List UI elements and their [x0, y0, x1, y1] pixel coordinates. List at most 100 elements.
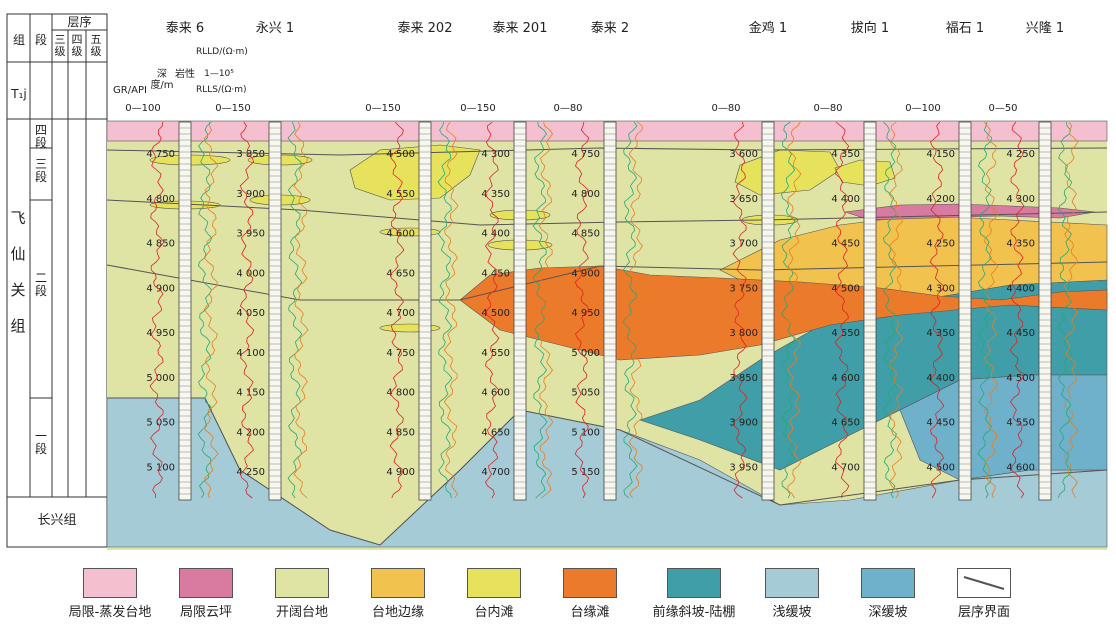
log-curve [929, 121, 945, 499]
depth-label: 4 700 [386, 308, 415, 319]
header-group: 组 [12, 33, 25, 47]
depth-label: 5 000 [146, 373, 175, 384]
well-gr-range: 0—150 [215, 103, 251, 114]
legend-swatch-boundary [957, 568, 1011, 598]
depth-label: 4 800 [386, 388, 415, 399]
platform-margin-shoal-zone [459, 265, 1108, 361]
legend-label: 层序界面 [957, 605, 1010, 620]
depth-label: 4 300 [926, 283, 955, 294]
log-curve [239, 121, 255, 499]
lithology-column [1038, 121, 1052, 501]
lithology-column [178, 121, 192, 501]
legend-item-platform-margin: 台地边缘 [348, 568, 448, 620]
depth-label: 4 100 [236, 348, 265, 359]
legend-swatch [765, 568, 819, 598]
log-label-rlld: RLLD/(Ω·m) [196, 47, 248, 57]
depth-label: 3 950 [729, 462, 758, 473]
depth-label: 4 550 [386, 189, 415, 200]
well-gr-range: 0—80 [813, 103, 843, 114]
legend-swatch [371, 568, 425, 598]
legend-label: 台内滩 [474, 605, 514, 620]
depth-label: 4 700 [831, 462, 860, 473]
legend-label: 局限-蒸发台地 [68, 605, 152, 620]
log-curve [538, 121, 554, 499]
depth-label: 4 500 [386, 149, 415, 160]
log-curve [834, 121, 850, 499]
depth-label: 4 500 [926, 462, 955, 473]
log-curve [197, 121, 213, 499]
log-curve [1057, 121, 1073, 499]
depth-label: 4 850 [386, 427, 415, 438]
depth-label: 4 400 [831, 194, 860, 205]
header-third-order: 三级 [54, 33, 66, 58]
well-name: 泰来 202 [397, 21, 453, 36]
sequence-boundaries [106, 147, 1108, 546]
well-name: 兴隆 1 [1025, 21, 1065, 36]
well-gr-range: 0—150 [460, 103, 496, 114]
log-label-res-range: 1—10⁵ [204, 69, 234, 79]
log-curve [389, 121, 405, 499]
well-gr-range: 0—80 [553, 103, 583, 114]
depth-label: 4 350 [926, 328, 955, 339]
depth-label: 4 250 [1006, 149, 1035, 160]
depth-label: 4 650 [481, 427, 510, 438]
depth-label: 5 100 [146, 462, 175, 473]
legend-item-intra-platform-shoal: 台内滩 [444, 568, 544, 620]
depth-label: 3 900 [236, 189, 265, 200]
log-curve [888, 121, 904, 499]
depth-label: 4 250 [926, 239, 955, 250]
lithology-column [418, 121, 432, 501]
log-curve [484, 121, 500, 499]
depth-label: 3 800 [729, 328, 758, 339]
depth-label: 4 400 [1006, 283, 1035, 294]
depth-label: 4 050 [236, 308, 265, 319]
depth-label: 4 400 [481, 229, 510, 240]
depth-label: 3 950 [236, 229, 265, 240]
log-curve [882, 121, 898, 499]
log-label-gr: GR/API [113, 85, 147, 96]
depth-label: 4 700 [481, 467, 510, 478]
depth-label: 3 850 [236, 149, 265, 160]
lithology-column [603, 121, 617, 501]
depth-label: 4 600 [1006, 462, 1035, 473]
depth-label: 3 850 [729, 373, 758, 384]
lithology-column [268, 121, 282, 501]
legend-item-open-platform: 开阔台地 [252, 568, 352, 620]
legend-label: 前缘斜坡-陆棚 [652, 605, 736, 620]
depth-label: 4 400 [926, 373, 955, 384]
legend-swatch [667, 568, 721, 598]
unit-underlying: 长兴组 [37, 513, 77, 528]
depth-label: 4 900 [386, 467, 415, 478]
unit-formation: 飞仙关组 [10, 209, 26, 335]
log-curve [622, 121, 638, 499]
depth-label: 4 450 [926, 418, 955, 429]
depth-label: 4 550 [481, 348, 510, 359]
lithology-column [513, 121, 527, 501]
depth-label: 4 950 [571, 308, 600, 319]
well-name: 金鸡 1 [748, 21, 788, 36]
depth-label: 4 850 [146, 239, 175, 250]
depth-label: 3 900 [729, 418, 758, 429]
legend-item-sequence-boundary: 层序界面 [934, 568, 1034, 620]
legend: 局限-蒸发台地 局限云坪 开阔台地 台地边缘 台内滩 台缘滩 前缘斜坡-陆棚 [60, 568, 1100, 620]
depth-label: 5 050 [571, 388, 600, 399]
depth-label: 4 750 [146, 149, 175, 160]
header-fourth-order: 四级 [71, 33, 83, 58]
depth-label: 4 200 [926, 194, 955, 205]
well-name: 永兴 1 [255, 21, 295, 36]
legend-swatch [83, 568, 137, 598]
legend-label: 开阔台地 [275, 605, 328, 620]
log-curve [628, 121, 644, 499]
well-gr-range: 0—150 [365, 103, 401, 114]
depth-label: 5 050 [146, 418, 175, 429]
legend-label: 浅缓坡 [772, 605, 812, 620]
unit-member1: 一段 [34, 429, 47, 456]
depth-label: 3 700 [729, 239, 758, 250]
legend-swatch [275, 568, 329, 598]
well-gr-range: 0—100 [125, 103, 161, 114]
log-curve [1009, 121, 1025, 499]
log-curve [1063, 121, 1079, 499]
log-curve [732, 121, 748, 499]
depth-label: 4 650 [831, 418, 860, 429]
depth-label: 4 950 [146, 328, 175, 339]
